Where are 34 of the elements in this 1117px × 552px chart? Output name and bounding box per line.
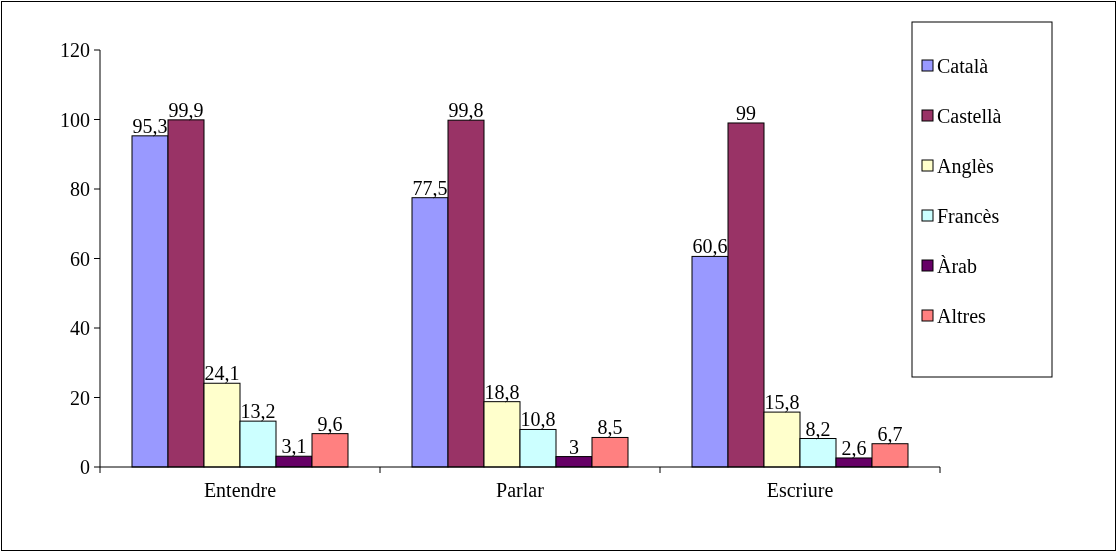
data-label: 95,3 xyxy=(132,114,168,137)
x-tick-label: Entendre xyxy=(203,479,277,501)
data-label: 77,5 xyxy=(412,176,448,199)
data-label: 8,5 xyxy=(597,416,623,439)
data-label: 60,6 xyxy=(692,235,728,258)
legend-label: Anglès xyxy=(937,155,994,178)
y-tick-label: 80 xyxy=(70,178,90,200)
x-tick-label: Parlar xyxy=(496,479,545,501)
data-label: 9,6 xyxy=(317,412,343,435)
legend-label: Àrab xyxy=(937,255,977,277)
data-label: 8,2 xyxy=(805,417,831,440)
data-label: 10,8 xyxy=(520,408,556,431)
y-tick-label: 20 xyxy=(70,386,90,409)
legend-label: Castellà xyxy=(937,105,1002,127)
data-label: 18,8 xyxy=(484,380,520,403)
y-tick-label: 100 xyxy=(60,108,90,131)
data-label: 15,8 xyxy=(764,391,800,414)
data-label: 13,2 xyxy=(240,400,276,423)
y-tick-label: 120 xyxy=(60,39,90,61)
y-tick-label: 60 xyxy=(70,247,90,270)
y-tick-label: 0 xyxy=(80,456,90,478)
data-label: 2,6 xyxy=(841,436,867,459)
y-tick-label: 40 xyxy=(70,317,90,339)
data-label: 3 xyxy=(569,435,579,458)
data-label: 3,1 xyxy=(281,435,307,458)
legend-label: Altres xyxy=(937,305,987,327)
data-label: 99,8 xyxy=(448,99,484,122)
data-label: 6,7 xyxy=(877,422,903,445)
data-label: 24,1 xyxy=(204,362,240,385)
data-label: 99 xyxy=(736,101,756,124)
legend-label: Francès xyxy=(937,205,1000,227)
data-label: 99,9 xyxy=(168,98,204,121)
x-tick-label: Escriure xyxy=(766,479,834,501)
legend-label: Català xyxy=(937,55,989,77)
